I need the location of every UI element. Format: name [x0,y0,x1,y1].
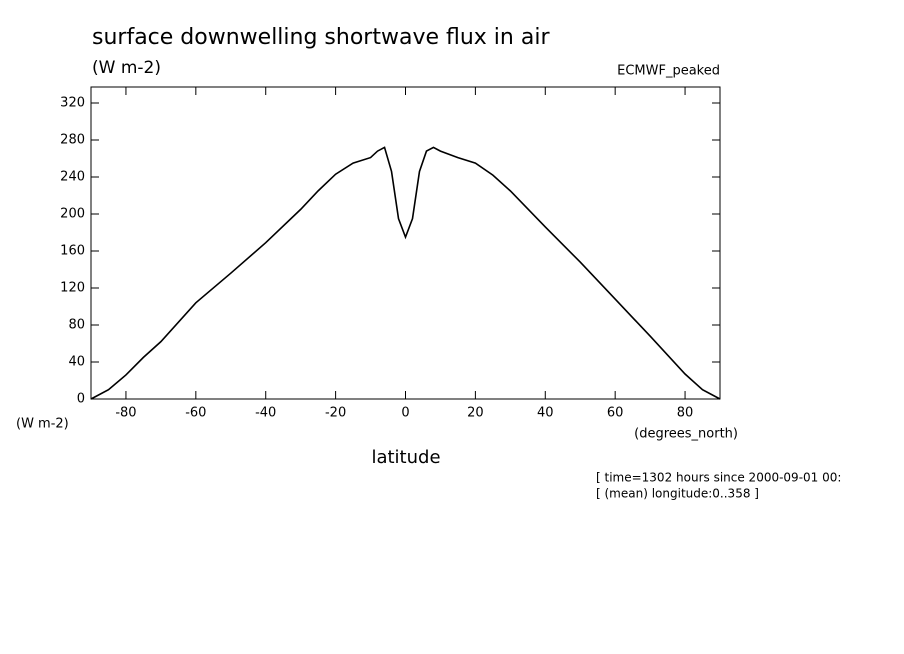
x-tick-label: 80 [677,406,694,421]
x-tick-label: 40 [537,406,554,421]
y-tick-label: 40 [68,355,85,370]
y-tick-label: 240 [60,170,85,185]
x-tick-label: 0 [401,406,409,421]
y-axis-label: (W m-2) [16,417,69,432]
y-tick-label: 120 [60,281,85,296]
y-tick-label: 200 [60,207,85,222]
dataset-label: ECMWF_peaked [617,64,720,79]
x-tick-label: 60 [607,406,624,421]
note: [ (mean) longitude:0..358 ] [596,487,759,501]
y-tick-label: 320 [60,96,85,111]
note: [ time=1302 hours since 2000-09-01 00: [596,471,841,485]
x-axis-label: latitude [371,447,440,468]
x-tick-label: -80 [115,406,136,421]
chart-title: surface downwelling shortwave flux in ai… [92,25,550,50]
data-line [90,146,721,400]
x-axis-units: (degrees_north) [634,427,738,442]
chart-subtitle: (W m-2) [92,58,161,78]
y-tick-label: 0 [77,392,85,407]
plot-frame [90,86,721,400]
y-tick-label: 160 [60,244,85,259]
x-tick-label: -40 [255,406,276,421]
y-tick-label: 80 [68,318,85,333]
x-tick-label: -20 [325,406,346,421]
x-tick-label: 20 [467,406,484,421]
y-tick-label: 280 [60,133,85,148]
x-tick-label: -60 [185,406,206,421]
